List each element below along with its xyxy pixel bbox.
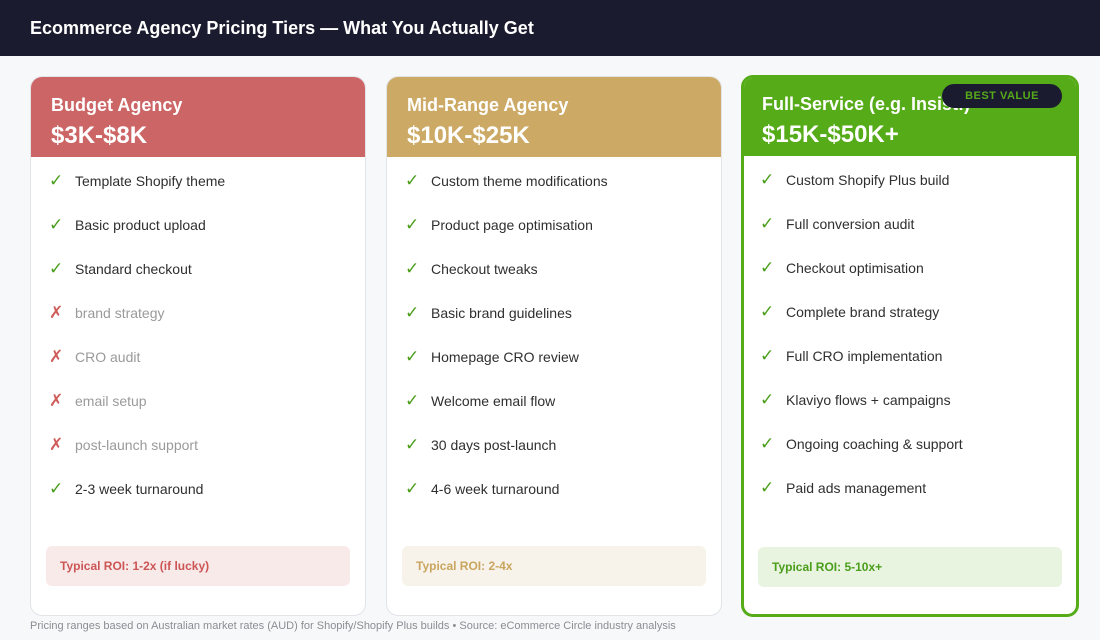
- feature-text: Basic brand guidelines: [431, 305, 572, 321]
- tier-card-full-service: Full-Service (e.g. Insist!) $15K-$50K+ ✓…: [741, 75, 1079, 617]
- feature-item: ✓ Complete brand strategy: [760, 302, 1076, 346]
- feature-item: ✓ Paid ads management: [760, 478, 1076, 522]
- feature-item: ✓ Basic product upload: [49, 215, 365, 259]
- check-icon: ✓: [760, 170, 775, 189]
- feature-text: Product page optimisation: [431, 217, 593, 233]
- footer-note: Pricing ranges based on Australian marke…: [30, 620, 676, 632]
- check-icon: ✓: [405, 347, 420, 366]
- feature-text: Welcome email flow: [431, 393, 556, 409]
- feature-item: ✓ Custom Shopify Plus build: [760, 170, 1076, 214]
- feature-item: ✓ Ongoing coaching & support: [760, 434, 1076, 478]
- feature-text: Full CRO implementation: [786, 348, 943, 364]
- best-value-badge: BEST VALUE: [942, 84, 1062, 108]
- feature-text: 30 days post-launch: [431, 437, 557, 453]
- feature-item: ✓ Full conversion audit: [760, 214, 1076, 258]
- tier-price: $10K-$25K: [407, 122, 530, 149]
- feature-text: Basic product upload: [75, 217, 206, 233]
- feature-item: ✗ CRO audit: [49, 347, 365, 391]
- check-icon: ✓: [405, 303, 420, 322]
- check-icon: ✓: [49, 479, 64, 498]
- feature-text: Complete brand strategy: [786, 304, 940, 320]
- page-header: Ecommerce Agency Pricing Tiers — What Yo…: [0, 0, 1100, 56]
- check-icon: ✓: [760, 346, 775, 365]
- feature-item: ✓ 4-6 week turnaround: [405, 479, 721, 523]
- feature-item: ✓ Welcome email flow: [405, 391, 721, 435]
- feature-list: ✓ Custom theme modifications ✓ Product page…: [387, 157, 721, 523]
- feature-item: ✗ email setup: [49, 391, 365, 435]
- tier-title: Mid-Range Agency: [407, 95, 569, 115]
- check-icon: ✓: [405, 259, 420, 278]
- roi-box: Typical ROI: 2-4x: [402, 546, 706, 586]
- tier-header: Budget Agency $3K-$8K: [31, 77, 365, 157]
- tier-price: $3K-$8K: [51, 122, 148, 149]
- check-icon: ✓: [760, 478, 775, 497]
- feature-item: ✓ Product page optimisation: [405, 215, 721, 259]
- feature-text: Ongoing coaching & support: [786, 436, 963, 452]
- feature-item: ✗ post-launch support: [49, 435, 365, 479]
- check-icon: ✓: [49, 171, 64, 190]
- check-icon: ✓: [405, 391, 420, 410]
- feature-item: ✓ Full CRO implementation: [760, 346, 1076, 390]
- tier-price: $15K-$50K+: [762, 121, 899, 148]
- roi-text: Typical ROI: 1-2x (if lucky): [60, 559, 210, 573]
- page-title: Ecommerce Agency Pricing Tiers — What Yo…: [30, 17, 534, 38]
- cross-icon: ✗: [49, 435, 64, 454]
- feature-item: ✓ Klaviyo flows + campaigns: [760, 390, 1076, 434]
- feature-text: Template Shopify theme: [75, 173, 226, 189]
- feature-text: Homepage CRO review: [431, 349, 579, 365]
- check-icon: ✓: [760, 390, 775, 409]
- check-icon: ✓: [405, 435, 420, 454]
- check-icon: ✓: [405, 215, 420, 234]
- tier-card-budget: Budget Agency $3K-$8K ✓ Template Shopify …: [30, 76, 366, 616]
- feature-item: ✓ Checkout optimisation: [760, 258, 1076, 302]
- roi-text: Typical ROI: 2-4x: [416, 559, 513, 573]
- cross-icon: ✗: [49, 303, 64, 322]
- feature-item: ✓ 2-3 week turnaround: [49, 479, 365, 523]
- feature-text: Full conversion audit: [786, 216, 915, 232]
- feature-item: ✓ Checkout tweaks: [405, 259, 721, 303]
- check-icon: ✓: [405, 479, 420, 498]
- tier-title: Budget Agency: [51, 95, 183, 115]
- feature-item: ✓ Homepage CRO review: [405, 347, 721, 391]
- feature-list: ✓ Template Shopify theme ✓ Basic product up…: [31, 157, 365, 523]
- feature-text: Checkout tweaks: [431, 261, 538, 277]
- roi-box: Typical ROI: 1-2x (if lucky): [46, 546, 350, 586]
- cross-icon: ✗: [49, 347, 64, 366]
- feature-text: Checkout optimisation: [786, 260, 924, 276]
- check-icon: ✓: [760, 258, 775, 277]
- cross-icon: ✗: [49, 391, 64, 410]
- feature-item: ✗ brand strategy: [49, 303, 365, 347]
- feature-list: ✓ Custom Shopify Plus build ✓ Full conversi…: [744, 156, 1076, 522]
- check-icon: ✓: [49, 259, 64, 278]
- check-icon: ✓: [405, 171, 420, 190]
- feature-item: ✓ Template Shopify theme: [49, 171, 365, 215]
- tier-card-mid-range: Mid-Range Agency $10K-$25K ✓ Custom theme…: [386, 76, 722, 616]
- feature-text: 2-3 week turnaround: [75, 481, 204, 497]
- check-icon: ✓: [49, 215, 64, 234]
- tier-header: Mid-Range Agency $10K-$25K: [387, 77, 721, 157]
- feature-text: Paid ads management: [786, 480, 927, 496]
- roi-box: Typical ROI: 5-10x+: [758, 547, 1062, 587]
- roi-text: Typical ROI: 5-10x+: [772, 560, 883, 574]
- check-icon: ✓: [760, 434, 775, 453]
- feature-text: CRO audit: [75, 349, 141, 365]
- feature-text: 4-6 week turnaround: [431, 481, 560, 497]
- feature-item: ✓ Standard checkout: [49, 259, 365, 303]
- feature-item: ✓ Basic brand guidelines: [405, 303, 721, 347]
- feature-text: Klaviyo flows + campaigns: [786, 392, 951, 408]
- feature-item: ✓ Custom theme modifications: [405, 171, 721, 215]
- feature-text: brand strategy: [75, 305, 165, 321]
- check-icon: ✓: [760, 214, 775, 233]
- feature-text: Standard checkout: [75, 261, 192, 277]
- check-icon: ✓: [760, 302, 775, 321]
- feature-item: ✓ 30 days post-launch: [405, 435, 721, 479]
- feature-text: Custom Shopify Plus build: [786, 172, 950, 188]
- feature-text: Custom theme modifications: [431, 173, 608, 189]
- feature-text: post-launch support: [75, 437, 198, 453]
- feature-text: email setup: [75, 393, 147, 409]
- tier-title: Full-Service (e.g. Insist!): [762, 94, 971, 114]
